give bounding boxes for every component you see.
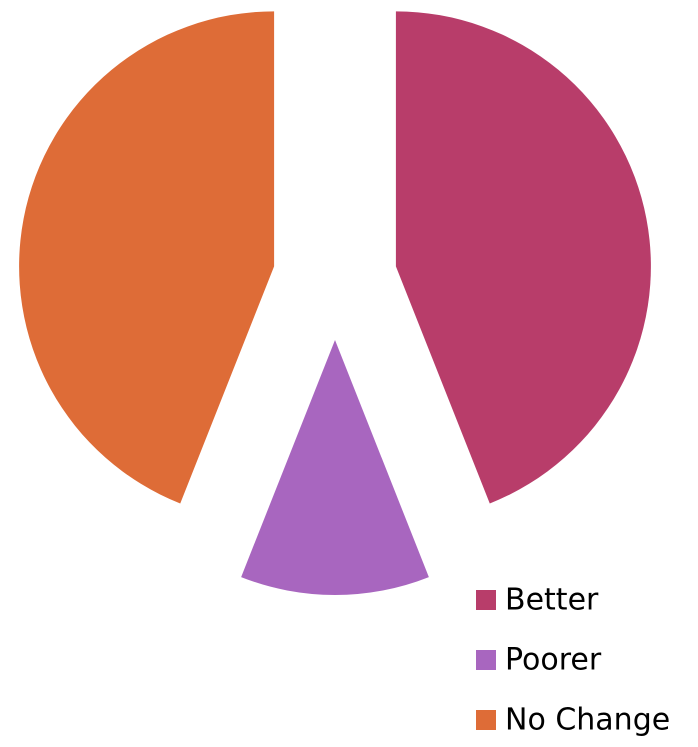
pie-slice [395, 11, 651, 504]
legend-swatch [476, 590, 496, 610]
legend-swatch [476, 650, 496, 670]
legend-label: Poorer [505, 643, 602, 678]
pie-slice [19, 11, 275, 504]
legend-label: Better [505, 583, 599, 618]
legend-swatch [476, 710, 496, 730]
legend-label: No Change [505, 703, 670, 738]
pie-slice [241, 340, 429, 596]
